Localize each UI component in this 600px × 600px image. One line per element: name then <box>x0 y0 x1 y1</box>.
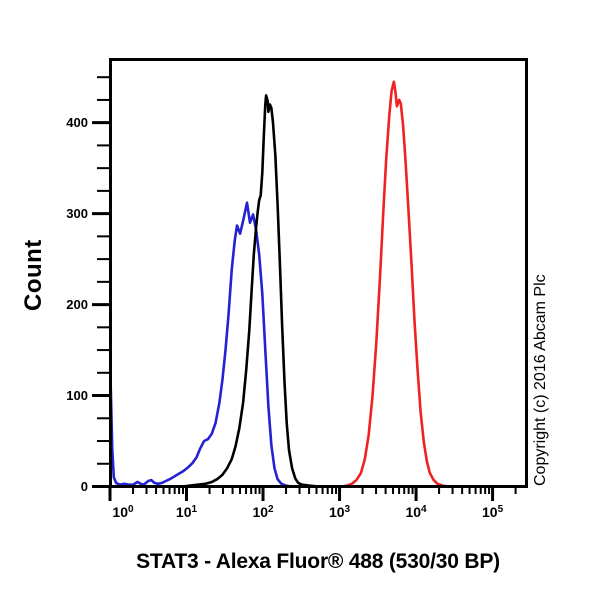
x-tick-label: 105 <box>481 504 504 520</box>
black-histogram <box>110 94 527 488</box>
x-axis-title: STAT3 - Alexa Fluor® 488 (530/30 BP) <box>136 550 500 573</box>
plot-border <box>109 58 528 488</box>
series-curves <box>110 80 527 488</box>
blue-histogram <box>110 201 527 488</box>
y-tick-label: 100 <box>66 387 88 403</box>
x-tick-label: 104 <box>405 504 427 520</box>
y-tick-label: 200 <box>66 296 88 312</box>
y-tick-label: 300 <box>66 205 88 221</box>
x-tick-label: 102 <box>252 504 274 520</box>
x-tick-label: 101 <box>175 504 198 520</box>
y-tick-label: 400 <box>66 114 88 130</box>
axis-ticks <box>92 76 517 501</box>
x-tick-label: 100 <box>112 504 134 520</box>
copyright-text: Copyright (c) 2016 Abcam Plc <box>532 274 549 486</box>
y-tick-label: 0 <box>80 478 88 494</box>
red-histogram <box>110 80 527 488</box>
x-tick-label: 103 <box>328 504 351 520</box>
